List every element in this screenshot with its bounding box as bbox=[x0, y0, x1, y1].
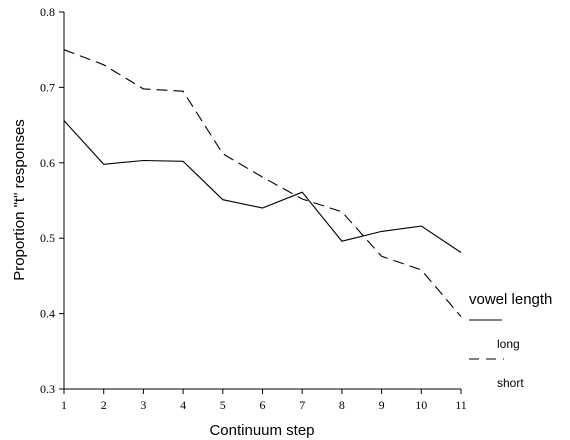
x-tick-label: 5 bbox=[220, 398, 226, 412]
legend-label-long: long bbox=[497, 337, 520, 351]
y-tick-label: 0.4 bbox=[40, 307, 55, 321]
y-axis-label: Proportion "t" responses bbox=[11, 119, 28, 281]
series-lines bbox=[63, 49, 462, 317]
y-tick-label: 0.5 bbox=[40, 231, 55, 245]
y-tick-label: 0.6 bbox=[40, 156, 55, 170]
x-tick-label: 10 bbox=[415, 398, 427, 412]
series-line-short bbox=[63, 49, 462, 317]
x-tick-label: 7 bbox=[299, 398, 305, 412]
y-tick-label: 0.8 bbox=[40, 5, 55, 19]
y-tick-label: 0.7 bbox=[40, 80, 55, 94]
legend-title: vowel length bbox=[469, 291, 552, 308]
legend-label-short: short bbox=[497, 376, 524, 390]
series-line-long bbox=[63, 120, 462, 253]
x-tick-label: 6 bbox=[260, 398, 266, 412]
x-tick-label: 2 bbox=[101, 398, 107, 412]
x-axis-label: Continuum step bbox=[209, 422, 314, 439]
legend: vowel length long short bbox=[469, 291, 552, 390]
x-tick-label: 3 bbox=[140, 398, 146, 412]
x-tick-label: 1 bbox=[61, 398, 67, 412]
axes bbox=[63, 12, 461, 390]
x-tick-label: 8 bbox=[339, 398, 345, 412]
y-tick-label: 0.3 bbox=[40, 382, 55, 396]
ticks: 0.3 0.4 0.5 0.6 0.7 0.8 1 2 3 4 5 6 7 8 9 10 11 bbox=[40, 5, 467, 412]
x-tick-label: 11 bbox=[455, 398, 467, 412]
x-tick-label: 9 bbox=[379, 398, 385, 412]
x-tick-label: 4 bbox=[180, 398, 186, 412]
